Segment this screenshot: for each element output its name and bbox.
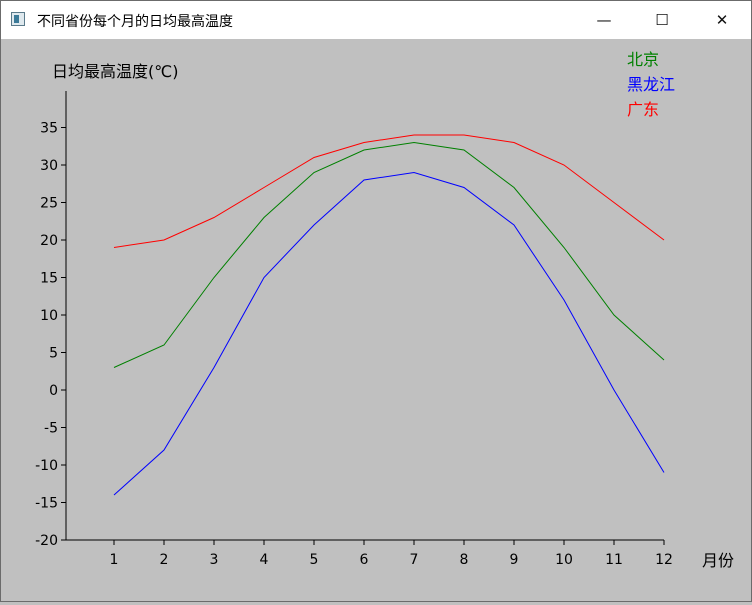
y-tick-label: -15 xyxy=(35,496,58,512)
x-tick-label: 9 xyxy=(510,552,519,568)
y-tick-label: 35 xyxy=(40,121,58,137)
y-tick-label: 25 xyxy=(40,196,58,212)
series-line xyxy=(113,141,665,368)
x-tick-label: 1 xyxy=(110,552,119,568)
x-tick-label: 5 xyxy=(310,552,319,568)
chart-area: 日均最高温度(℃) 月份 -20 -15 -10 -5 0 5 10 15 20 25 30 35 1 2… xyxy=(1,39,751,601)
x-axis-label: 月份 xyxy=(702,551,734,570)
x-tick-label: 7 xyxy=(410,552,419,568)
y-tick-label: -10 xyxy=(35,458,58,474)
y-tick-label: 15 xyxy=(40,271,58,287)
y-tick-label: 30 xyxy=(40,158,58,174)
x-tick-label: 6 xyxy=(360,552,369,568)
legend-entry: 黑龙江 xyxy=(627,75,675,94)
series-lines xyxy=(113,134,665,496)
y-tick-label: -5 xyxy=(44,421,58,437)
y-tick-label: 5 xyxy=(49,346,58,362)
legend-entry: 北京 xyxy=(627,50,659,69)
close-button[interactable]: ✕ xyxy=(715,11,729,29)
series-line xyxy=(113,134,665,248)
x-tick-label: 2 xyxy=(160,552,169,568)
x-tick-label: 10 xyxy=(555,552,573,568)
x-tick-label: 11 xyxy=(605,552,623,568)
window-title: 不同省份每个月的日均最高温度 xyxy=(37,14,233,30)
x-tick-label: 3 xyxy=(210,552,219,568)
series-line xyxy=(113,171,665,496)
y-axis-label: 日均最高温度(℃) xyxy=(52,62,178,81)
maximize-button[interactable]: ☐ xyxy=(655,11,669,29)
x-tick-label: 8 xyxy=(460,552,469,568)
y-tick-label: 0 xyxy=(49,383,58,399)
app-icon xyxy=(11,12,25,26)
x-tick-label: 4 xyxy=(260,552,269,568)
y-tick-label: 10 xyxy=(40,308,58,324)
y-tick-label: 20 xyxy=(40,233,58,249)
legend-entry: 广东 xyxy=(627,100,659,119)
minimize-button[interactable]: — xyxy=(596,11,612,29)
x-tick-label: 12 xyxy=(655,552,673,568)
y-tick-label: -20 xyxy=(35,533,58,549)
title-bar[interactable]: 不同省份每个月的日均最高温度 — ☐ ✕ xyxy=(1,1,751,39)
